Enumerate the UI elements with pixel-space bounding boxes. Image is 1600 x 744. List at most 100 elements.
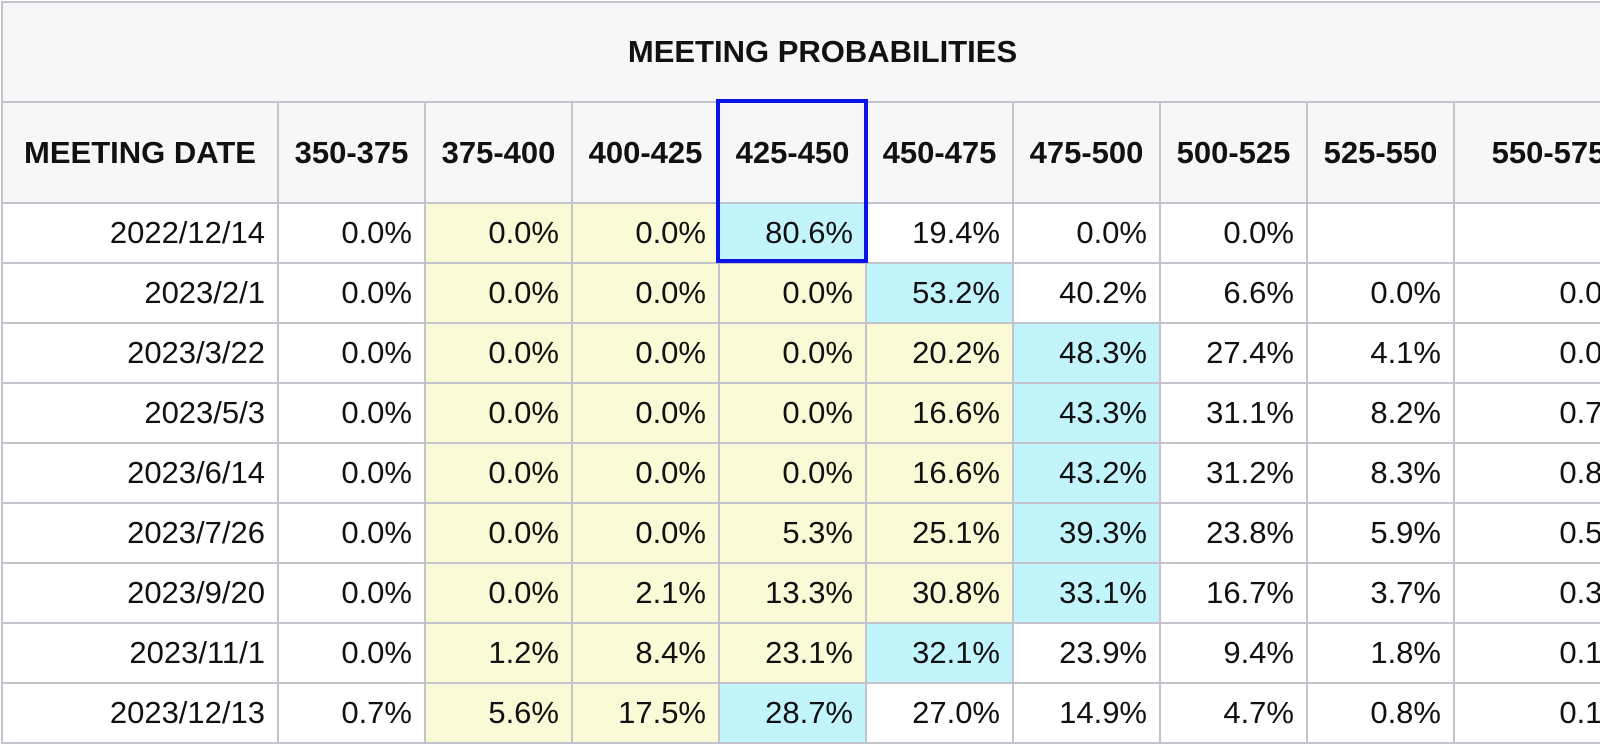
probability-cell: 5.9%	[1306, 502, 1455, 564]
probability-cell: 0.0%	[1306, 262, 1455, 324]
probability-cell: 0.0%	[571, 382, 720, 444]
probability-cell: 0.5%	[1453, 502, 1600, 564]
probability-cell: 8.3%	[1306, 442, 1455, 504]
probability-cell: 39.3%	[1012, 502, 1161, 564]
table-row: 2023/2/1 0.0% 0.0% 0.0% 0.0% 53.2% 40.2% 6.6% 0.…	[1, 262, 1600, 324]
probability-cell: 0.0%	[277, 322, 426, 384]
probability-cell: 0.3%	[1453, 562, 1600, 624]
probability-cell: 25.1%	[865, 502, 1014, 564]
probability-cell: 0.0%	[424, 442, 573, 504]
probability-cell: 53.2%	[865, 262, 1014, 324]
probability-cell: 28.7%	[718, 682, 867, 744]
probability-cell: 8.4%	[571, 622, 720, 684]
probability-cell: 0.0%	[277, 562, 426, 624]
probability-cell: 0.0%	[718, 322, 867, 384]
probability-cell: 31.2%	[1159, 442, 1308, 504]
table-row: 2023/11/1 0.0% 1.2% 8.4% 23.1% 32.1% 23.9% 9.4%…	[1, 622, 1600, 684]
meeting-date-cell: 2023/11/1	[1, 622, 279, 684]
probability-cell: 0.0%	[1453, 262, 1600, 324]
probability-cell: 13.3%	[718, 562, 867, 624]
probability-cell: 3.7%	[1306, 562, 1455, 624]
probability-cell: 0.0%	[424, 322, 573, 384]
probability-cell: 23.9%	[1012, 622, 1161, 684]
probability-cell: 20.2%	[865, 322, 1014, 384]
column-header-425-450[interactable]: 425-450	[718, 101, 867, 204]
meeting-date-cell: 2023/9/20	[1, 562, 279, 624]
probability-cell: 32.1%	[865, 622, 1014, 684]
probability-cell: 0.7%	[1453, 382, 1600, 444]
probability-cell: 31.1%	[1159, 382, 1308, 444]
probability-cell: 40.2%	[1012, 262, 1161, 324]
column-header-meeting-date[interactable]: MEETING DATE	[1, 101, 279, 204]
probability-cell: 33.1%	[1012, 562, 1161, 624]
probability-cell	[1453, 202, 1600, 264]
probability-cell: 0.8%	[1453, 442, 1600, 504]
column-header-550-575[interactable]: 550-575	[1453, 101, 1600, 204]
probability-cell: 9.4%	[1159, 622, 1308, 684]
meeting-date-cell: 2023/3/22	[1, 322, 279, 384]
probability-cell: 0.7%	[277, 682, 426, 744]
table-row: 2023/5/3 0.0% 0.0% 0.0% 0.0% 16.6% 43.3% 31.1% 8…	[1, 382, 1600, 444]
probability-cell: 5.6%	[424, 682, 573, 744]
column-header-row: MEETING DATE 350-375 375-400 400-425 425…	[1, 101, 1600, 204]
probability-cell: 0.0%	[571, 442, 720, 504]
probability-cell: 48.3%	[1012, 322, 1161, 384]
probability-cell: 0.0%	[277, 262, 426, 324]
probability-cell: 30.8%	[865, 562, 1014, 624]
table-row: 2023/7/26 0.0% 0.0% 0.0% 5.3% 25.1% 39.3% 23.8%…	[1, 502, 1600, 564]
probability-cell: 0.0%	[277, 202, 426, 264]
probability-cell: 0.0%	[571, 202, 720, 264]
probability-cell	[1306, 202, 1455, 264]
probability-cell: 0.0%	[424, 382, 573, 444]
column-header-525-550[interactable]: 525-550	[1306, 101, 1455, 204]
probability-cell: 0.0%	[424, 202, 573, 264]
meeting-date-cell: 2023/7/26	[1, 502, 279, 564]
meeting-date-cell: 2023/5/3	[1, 382, 279, 444]
probability-cell: 23.8%	[1159, 502, 1308, 564]
probability-cell: 0.0%	[571, 322, 720, 384]
table-row: 2023/12/13 0.7% 5.6% 17.5% 28.7% 27.0% 14.9% 4.…	[1, 682, 1600, 744]
column-header-400-425[interactable]: 400-425	[571, 101, 720, 204]
table-row: 2023/6/14 0.0% 0.0% 0.0% 0.0% 16.6% 43.2% 31.2%…	[1, 442, 1600, 504]
probability-cell: 0.0%	[1159, 202, 1308, 264]
meeting-date-cell: 2023/2/1	[1, 262, 279, 324]
probability-cell: 1.8%	[1306, 622, 1455, 684]
probability-cell: 0.1%	[1453, 682, 1600, 744]
probability-cell: 0.1%	[1453, 622, 1600, 684]
meeting-date-cell: 2022/12/14	[1, 202, 279, 264]
probability-cell: 4.7%	[1159, 682, 1308, 744]
column-header-375-400[interactable]: 375-400	[424, 101, 573, 204]
probability-cell: 0.0%	[277, 502, 426, 564]
probability-cell: 5.3%	[718, 502, 867, 564]
probability-cell: 27.4%	[1159, 322, 1308, 384]
column-header-350-375[interactable]: 350-375	[277, 101, 426, 204]
probability-cell: 0.0%	[277, 622, 426, 684]
probability-cell: 0.0%	[718, 382, 867, 444]
probability-cell: 0.0%	[718, 262, 867, 324]
column-header-450-475[interactable]: 450-475	[865, 101, 1014, 204]
probability-cell: 0.0%	[1012, 202, 1161, 264]
probability-cell: 0.0%	[277, 442, 426, 504]
probability-cell: 0.0%	[571, 262, 720, 324]
probability-cell: 16.6%	[865, 382, 1014, 444]
probability-cell: 0.0%	[424, 562, 573, 624]
table-row: 2023/9/20 0.0% 0.0% 2.1% 13.3% 30.8% 33.1% 16.7…	[1, 562, 1600, 624]
probability-cell: 16.6%	[865, 442, 1014, 504]
title-row: MEETING PROBABILITIES	[1, 1, 1600, 103]
probability-cell: 0.0%	[571, 502, 720, 564]
probability-cell: 0.0%	[277, 382, 426, 444]
probability-cell: 16.7%	[1159, 562, 1308, 624]
probability-cell: 17.5%	[571, 682, 720, 744]
probability-cell: 43.2%	[1012, 442, 1161, 504]
probability-cell: 0.0%	[1453, 322, 1600, 384]
table-row: 2022/12/14 0.0% 0.0% 0.0% 80.6% 19.4% 0.0% 0.0%	[1, 202, 1600, 264]
probability-cell: 19.4%	[865, 202, 1014, 264]
probability-cell: 0.8%	[1306, 682, 1455, 744]
table-title: MEETING PROBABILITIES	[1, 1, 1600, 103]
column-header-500-525[interactable]: 500-525	[1159, 101, 1308, 204]
probability-cell: 80.6%	[718, 202, 867, 264]
column-header-475-500[interactable]: 475-500	[1012, 101, 1161, 204]
probability-cell: 23.1%	[718, 622, 867, 684]
probability-cell: 14.9%	[1012, 682, 1161, 744]
